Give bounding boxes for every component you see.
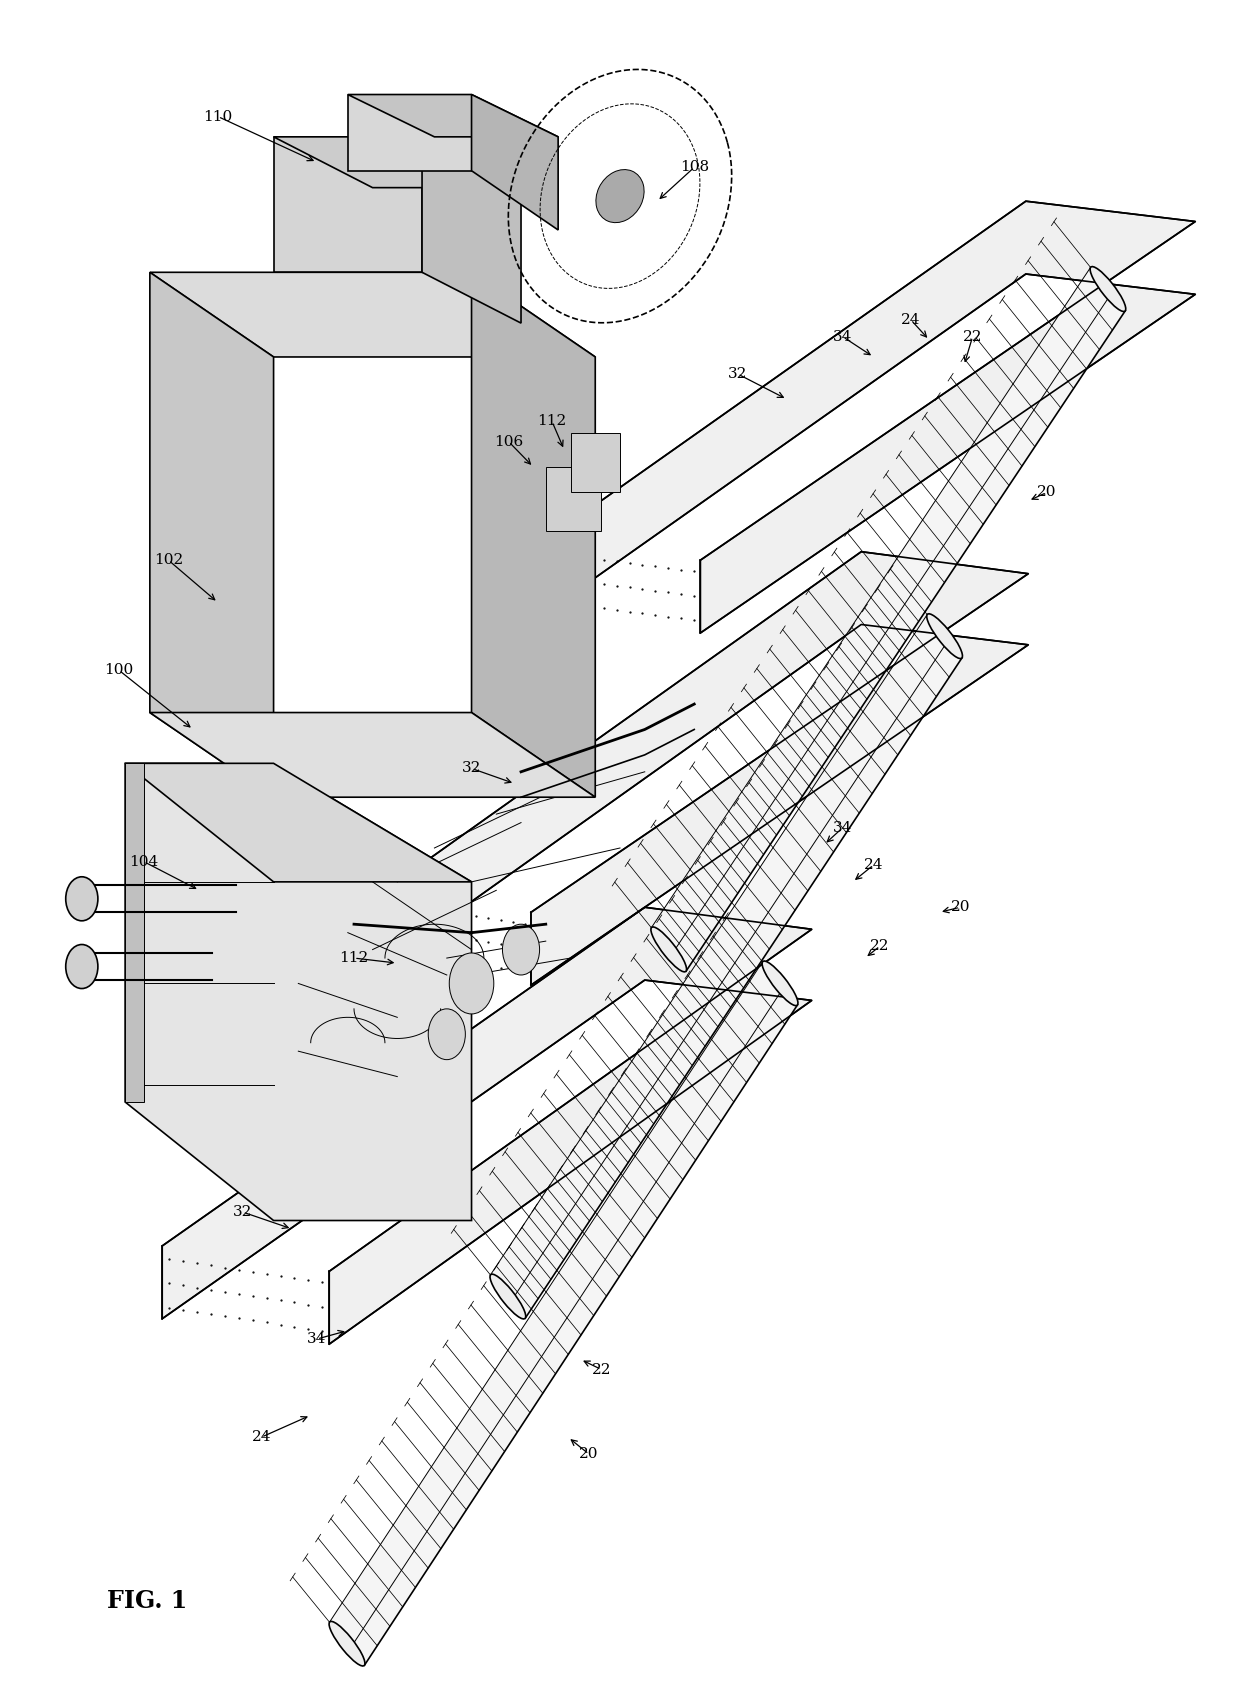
Text: 102: 102 — [154, 553, 184, 566]
Polygon shape — [162, 907, 812, 1345]
Polygon shape — [546, 202, 1195, 633]
Text: 106: 106 — [494, 434, 523, 449]
Polygon shape — [150, 273, 595, 356]
Text: 20: 20 — [1037, 485, 1056, 499]
Text: 34: 34 — [833, 329, 852, 344]
Circle shape — [428, 1009, 465, 1060]
Polygon shape — [491, 614, 962, 1318]
Text: 112: 112 — [340, 951, 368, 965]
Text: FIG. 1: FIG. 1 — [107, 1589, 187, 1613]
Circle shape — [449, 953, 494, 1014]
Text: 110: 110 — [203, 110, 233, 124]
Polygon shape — [150, 273, 274, 797]
Text: 22: 22 — [962, 329, 982, 344]
Text: 24: 24 — [864, 858, 883, 872]
FancyBboxPatch shape — [546, 466, 601, 531]
Text: 32: 32 — [728, 366, 748, 382]
Text: 20: 20 — [951, 901, 970, 914]
Circle shape — [66, 877, 98, 921]
Text: 32: 32 — [233, 1206, 252, 1219]
Polygon shape — [347, 95, 471, 171]
Ellipse shape — [329, 1621, 365, 1665]
Polygon shape — [330, 962, 797, 1665]
Polygon shape — [125, 763, 471, 882]
Text: 34: 34 — [833, 821, 852, 834]
Text: 24: 24 — [901, 312, 920, 327]
Polygon shape — [651, 268, 1126, 972]
Polygon shape — [422, 137, 521, 324]
Polygon shape — [274, 137, 422, 273]
Polygon shape — [471, 273, 595, 797]
Polygon shape — [274, 137, 521, 188]
Ellipse shape — [490, 1274, 526, 1319]
Polygon shape — [347, 95, 558, 137]
Ellipse shape — [596, 170, 644, 222]
Text: 108: 108 — [680, 161, 709, 175]
Text: 104: 104 — [129, 855, 159, 868]
Polygon shape — [384, 551, 1028, 985]
Circle shape — [66, 945, 98, 989]
Text: 24: 24 — [252, 1430, 272, 1445]
Ellipse shape — [1090, 266, 1126, 312]
Text: 32: 32 — [461, 762, 481, 775]
Polygon shape — [125, 763, 471, 1221]
Text: 34: 34 — [308, 1331, 326, 1347]
Ellipse shape — [763, 962, 799, 1006]
Text: 22: 22 — [591, 1362, 611, 1377]
Ellipse shape — [926, 614, 962, 658]
Circle shape — [502, 924, 539, 975]
Text: 100: 100 — [104, 663, 134, 677]
Polygon shape — [471, 95, 558, 231]
Ellipse shape — [651, 928, 687, 972]
Text: 20: 20 — [579, 1447, 599, 1462]
Polygon shape — [125, 763, 144, 1102]
Polygon shape — [150, 712, 595, 797]
FancyBboxPatch shape — [570, 432, 620, 492]
Text: 22: 22 — [870, 940, 889, 953]
Text: 112: 112 — [537, 414, 567, 429]
